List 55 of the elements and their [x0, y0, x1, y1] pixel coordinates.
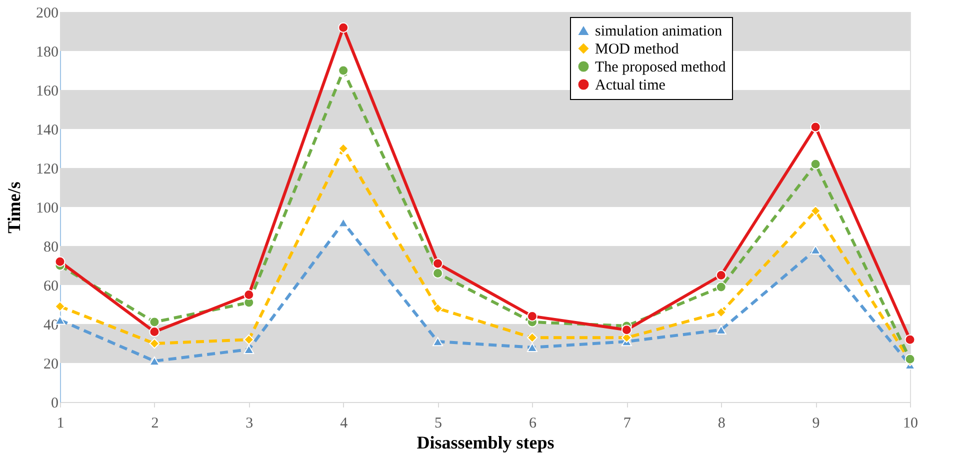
y-tick-label: 180 — [36, 44, 58, 60]
point — [810, 158, 821, 170]
y-axis-title: Time/s — [4, 182, 24, 234]
point — [716, 325, 726, 334]
x-tick-label: 10 — [903, 416, 918, 432]
point — [149, 316, 160, 328]
x-axis-title: Disassembly steps — [416, 432, 554, 452]
y-tick-label: 80 — [44, 240, 58, 256]
y-tick-label: 100 — [36, 200, 58, 216]
point — [338, 143, 349, 154]
point — [149, 326, 160, 338]
point — [432, 303, 444, 314]
legend-label: simulation animation — [595, 24, 723, 40]
point — [244, 344, 254, 354]
legend-label: MOD method — [595, 42, 680, 58]
point — [338, 22, 349, 33]
x-tick-label: 6 — [528, 416, 537, 432]
point — [432, 336, 444, 346]
x-tick-label: 3 — [246, 416, 254, 432]
point — [526, 332, 538, 343]
point — [810, 245, 821, 255]
point — [432, 268, 444, 279]
point — [149, 338, 160, 349]
x-tick-label: 8 — [718, 416, 726, 432]
point — [810, 122, 821, 132]
y-tick-label: 0 — [51, 396, 58, 412]
x-tick-label: 1 — [56, 416, 64, 432]
point — [716, 307, 726, 318]
point — [810, 206, 821, 216]
point — [338, 65, 349, 76]
point — [432, 258, 444, 269]
point — [526, 310, 538, 322]
y-tick-label: 60 — [44, 278, 58, 294]
y-tick-label: 20 — [44, 356, 58, 372]
y-tick-label: 120 — [36, 162, 58, 178]
point — [54, 301, 66, 312]
point — [54, 256, 66, 267]
x-tick-label: 2 — [151, 416, 159, 432]
point — [904, 334, 916, 345]
y-tick-label: 200 — [36, 6, 58, 22]
x-tick-label: 7 — [623, 416, 632, 432]
point — [244, 334, 254, 345]
x-tick-label: 5 — [434, 416, 442, 432]
x-tick-label: 9 — [812, 416, 820, 432]
point — [716, 270, 726, 280]
point — [244, 290, 254, 300]
legend-label: Actual time — [595, 78, 666, 94]
x-tick-label: 4 — [340, 416, 348, 432]
point — [526, 342, 538, 352]
point — [149, 356, 160, 366]
legend-label: The proposed method — [595, 60, 726, 76]
y-tick-label: 160 — [36, 84, 58, 100]
point — [716, 282, 726, 292]
point — [621, 324, 632, 336]
y-tick-label: 140 — [36, 122, 58, 138]
